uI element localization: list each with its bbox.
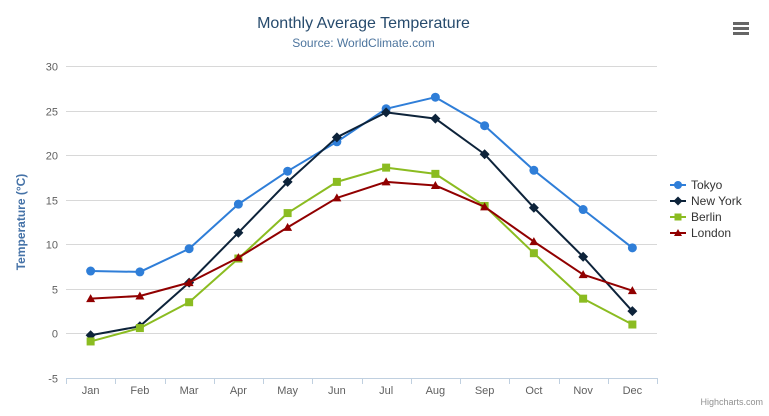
data-point-london-feb[interactable]	[135, 291, 145, 300]
data-point-new-york-sep[interactable]	[479, 149, 490, 160]
hamburger-icon	[733, 26, 749, 30]
data-point-tokyo-jan[interactable]	[86, 266, 96, 276]
chart-title: Monthly Average Temperature	[257, 15, 470, 32]
data-point-berlin-feb[interactable]	[135, 324, 144, 333]
data-point-berlin-may[interactable]	[283, 209, 292, 218]
legend-symbol-tokyo	[674, 181, 682, 189]
y-axis-label: 5	[52, 285, 58, 297]
legend-circle-icon	[670, 181, 686, 189]
legend-item-new-york[interactable]: New York	[670, 193, 742, 209]
y-axis-label: 30	[46, 62, 58, 74]
y-axis-label: 25	[46, 107, 58, 119]
data-point-new-york-may[interactable]	[282, 176, 293, 187]
data-point-berlin-oct[interactable]	[529, 249, 538, 258]
data-point-berlin-nov[interactable]	[579, 294, 588, 303]
x-axis-label: Jan	[82, 385, 100, 397]
data-point-berlin-jan[interactable]	[86, 337, 95, 346]
data-point-new-york-nov[interactable]	[578, 251, 589, 262]
x-axis-label: Aug	[426, 385, 446, 397]
data-point-berlin-jul[interactable]	[382, 163, 391, 172]
data-point-tokyo-sep[interactable]	[480, 121, 490, 131]
legend-item-berlin[interactable]: Berlin	[670, 209, 742, 225]
data-point-london-nov[interactable]	[578, 270, 588, 279]
y-axis-label: 20	[46, 151, 58, 163]
hamburger-icon	[733, 31, 749, 35]
legend-diamond-icon	[670, 196, 686, 206]
data-point-london-mar[interactable]	[184, 278, 194, 287]
x-axis-label: Jun	[328, 385, 346, 397]
data-point-tokyo-dec[interactable]	[627, 243, 637, 253]
data-point-london-jun[interactable]	[332, 193, 342, 202]
data-point-new-york-jun[interactable]	[331, 132, 342, 143]
legend-label: London	[691, 226, 732, 240]
data-point-new-york-jul[interactable]	[381, 107, 392, 118]
data-point-london-aug[interactable]	[430, 180, 440, 189]
y-axis-label: 0	[52, 329, 58, 341]
data-point-tokyo-apr[interactable]	[233, 199, 243, 209]
legend-label: Tokyo	[691, 178, 723, 192]
x-axis-label: Dec	[623, 385, 643, 397]
data-point-london-jul[interactable]	[381, 177, 391, 186]
data-point-london-jan[interactable]	[86, 294, 96, 303]
data-point-berlin-aug[interactable]	[431, 169, 440, 178]
x-axis-label: Jul	[379, 385, 393, 397]
legend-square-icon	[670, 213, 686, 221]
data-point-tokyo-nov[interactable]	[578, 205, 588, 215]
series-line-tokyo[interactable]	[89, 96, 634, 273]
data-point-tokyo-feb[interactable]	[135, 267, 145, 277]
legend-label: New York	[691, 194, 742, 208]
legend-triangle-icon	[670, 229, 686, 236]
y-axis-title: Temperature (°C)	[14, 174, 28, 271]
credits-link[interactable]: Highcharts.com	[700, 397, 763, 407]
chart-subtitle: Source: WorldClimate.com	[292, 36, 435, 50]
data-point-new-york-apr[interactable]	[233, 227, 244, 238]
legend: Tokyo New York Berlin London	[670, 177, 742, 241]
data-point-tokyo-aug[interactable]	[430, 92, 440, 102]
legend-label: Berlin	[691, 210, 722, 224]
data-point-london-dec[interactable]	[627, 286, 637, 295]
data-point-london-apr[interactable]	[233, 253, 243, 262]
x-axis-label: Feb	[130, 385, 149, 397]
legend-symbol-berlin	[674, 213, 682, 221]
legend-item-tokyo[interactable]: Tokyo	[670, 177, 742, 193]
data-point-new-york-dec[interactable]	[627, 306, 638, 317]
data-point-berlin-jun[interactable]	[332, 177, 341, 186]
y-axis-label: -5	[48, 374, 58, 386]
data-point-new-york-aug[interactable]	[430, 113, 441, 124]
x-axis-label: Apr	[230, 385, 247, 397]
data-point-tokyo-may[interactable]	[283, 166, 293, 176]
data-point-tokyo-oct[interactable]	[529, 165, 539, 175]
x-axis-label: Nov	[573, 385, 593, 397]
x-axis-label: May	[277, 385, 298, 397]
x-axis-label: Oct	[525, 385, 542, 397]
y-axis-label: 15	[46, 196, 58, 208]
data-point-berlin-dec[interactable]	[628, 320, 637, 329]
x-axis-label: Sep	[475, 385, 495, 397]
chart-context-menu-button[interactable]	[729, 17, 753, 39]
data-point-london-oct[interactable]	[529, 237, 539, 246]
data-point-tokyo-mar[interactable]	[184, 244, 194, 254]
legend-symbol-new-york	[673, 196, 683, 206]
data-point-london-may[interactable]	[283, 222, 293, 231]
legend-item-london[interactable]: London	[670, 225, 742, 241]
x-axis-label: Mar	[180, 385, 199, 397]
hamburger-icon	[733, 21, 749, 25]
series-line-new-york[interactable]	[89, 111, 634, 337]
data-point-london-sep[interactable]	[480, 202, 490, 211]
data-point-berlin-mar[interactable]	[185, 298, 194, 307]
data-point-new-york-oct[interactable]	[528, 202, 539, 213]
y-axis-label: 10	[46, 240, 58, 252]
legend-symbol-london	[674, 229, 682, 236]
series-line-london[interactable]	[89, 180, 634, 300]
series-line-berlin[interactable]	[89, 166, 634, 343]
